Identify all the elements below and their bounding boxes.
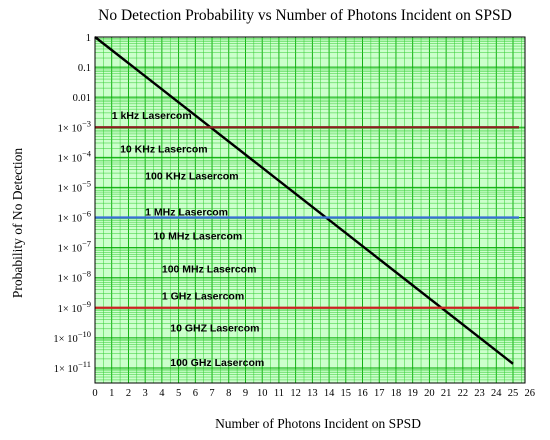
y-axis-label: Probability of No Detection [10,148,25,299]
x-tick-label: 18 [391,388,402,399]
x-tick-label: 25 [508,388,519,399]
lasercom-label: 100 KHz Lasercom [145,170,238,182]
y-tick-label: 0.01 [73,93,91,104]
lasercom-label: 10 KHz Lasercom [120,143,208,155]
lasercom-label: 1 GHz Lasercom [162,291,244,303]
plot-frame [94,36,526,384]
y-tick-label: 1× 10−10 [53,329,91,345]
x-tick-label: 26 [524,388,535,399]
x-tick-label: 14 [324,388,335,399]
x-tick-label: 7 [209,388,214,399]
lasercom-label: 10 GHZ Lasercom [170,322,259,334]
y-tick-label: 1× 10−3 [58,118,91,134]
x-tick-label: 23 [474,388,485,399]
y-tick-label: 1 [86,33,91,44]
y-tick-label: 1× 10−6 [58,209,91,225]
x-tick-label: 11 [274,388,284,399]
annotations: 1 kHz Lasercom 10 KHz Lasercom 100 KHz Las… [112,110,264,369]
y-tick-label: 1× 10−5 [58,178,91,194]
x-tick-label: 9 [243,388,248,399]
x-tick-label: 13 [307,388,318,399]
x-tick-label: 22 [458,388,469,399]
x-tick-label: 6 [193,388,198,399]
x-tick-label: 15 [341,388,352,399]
lasercom-label: 1 MHz Lasercom [145,207,228,219]
y-tick-label: 1× 10−9 [58,299,91,315]
x-tick-label: 19 [407,388,418,399]
x-tick-label: 5 [176,388,181,399]
plot-background [95,37,525,383]
grid-lines [95,37,525,383]
x-tick-label: 20 [424,388,435,399]
chart-title: No Detection Probability vs Number of Ph… [98,7,512,24]
x-tick-label: 21 [441,388,452,399]
x-tick-label: 4 [159,388,165,399]
x-tick-label: 8 [226,388,231,399]
y-tick-label: 0.1 [78,63,91,74]
x-tick-labels: 0 1 2 3 4 5 6 7 8 9 10 11 12 13 14 15 16 17 18 19 20 21 22 23 24… [92,388,535,399]
x-tick-label: 17 [374,388,385,399]
x-tick-label: 3 [143,388,148,399]
y-tick-label: 1× 10−8 [58,269,91,285]
y-tick-label: 1× 10−4 [58,148,92,164]
y-tick-label: 1× 10−7 [58,239,91,255]
y-tick-labels: 1 0.1 0.01 1× 10−3 1× 10−4 1× 10−5 1× 10−6 1× 1… [53,33,91,375]
series-group [94,36,519,365]
lasercom-label: 1 kHz Lasercom [112,110,192,122]
lasercom-label: 100 GHz Lasercom [170,357,264,369]
x-tick-label: 24 [491,388,502,399]
plot-area [94,36,526,384]
x-tick-label: 12 [290,388,301,399]
x-axis-label: Number of Photons Incident on SPSD [215,416,421,431]
x-tick-label: 16 [357,388,368,399]
probability-curve [94,36,514,365]
lasercom-label: 10 MHz Lasercom [154,231,243,243]
x-tick-label: 2 [126,388,131,399]
lasercom-label: 100 MHz Lasercom [162,264,257,276]
x-tick-label: 10 [257,388,268,399]
x-tick-label: 0 [92,388,97,399]
x-tick-label: 1 [109,388,114,399]
y-tick-label: 1× 10−11 [54,359,91,375]
